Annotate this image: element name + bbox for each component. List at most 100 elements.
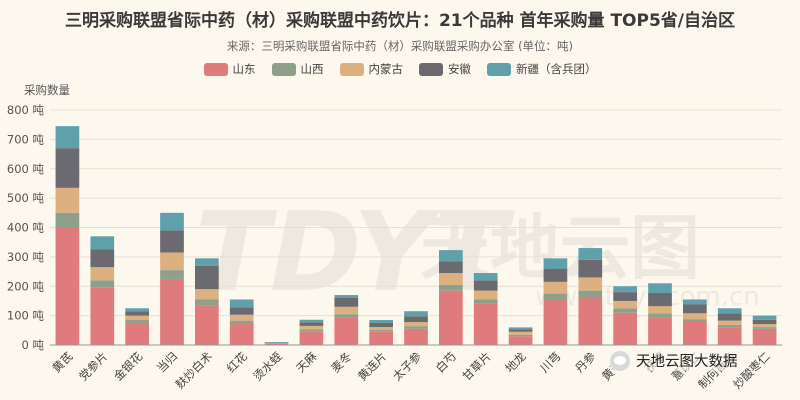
bar-segment[interactable]: [369, 327, 393, 331]
bar-segment[interactable]: [648, 313, 672, 318]
bar-segment[interactable]: [439, 273, 463, 285]
bar-segment[interactable]: [404, 326, 428, 329]
bar-segment[interactable]: [683, 313, 707, 320]
bar-segment[interactable]: [508, 331, 533, 335]
bar-segment[interactable]: [90, 249, 115, 268]
bar-segment[interactable]: [160, 270, 184, 279]
bar-segment[interactable]: [160, 230, 184, 253]
bar-segment[interactable]: [648, 283, 672, 294]
bar-segment[interactable]: [125, 320, 149, 323]
bar-segment[interactable]: [613, 300, 637, 309]
bar-segment[interactable]: [369, 320, 393, 323]
bar-segment[interactable]: [90, 236, 115, 250]
bar-segment[interactable]: [404, 328, 428, 345]
bar-segment[interactable]: [683, 304, 707, 314]
bar-segment[interactable]: [543, 293, 568, 300]
bar-segment[interactable]: [752, 328, 777, 345]
bar-segment[interactable]: [613, 286, 637, 293]
bar-segment[interactable]: [613, 312, 637, 345]
bar-segment[interactable]: [473, 280, 498, 291]
bar-segment[interactable]: [55, 187, 80, 213]
bar-segment[interactable]: [55, 212, 80, 228]
bar-segment[interactable]: [717, 313, 742, 321]
bar-segment[interactable]: [683, 321, 707, 346]
bar-segment[interactable]: [578, 298, 603, 345]
bar-segment[interactable]: [439, 261, 463, 274]
bar-segment[interactable]: [90, 280, 115, 288]
bar-segment[interactable]: [299, 325, 324, 330]
bar-segment[interactable]: [717, 308, 742, 314]
bar-segment[interactable]: [473, 290, 498, 300]
bar-segment[interactable]: [299, 329, 324, 332]
bar-segment[interactable]: [543, 299, 568, 345]
bar-segment[interactable]: [404, 322, 428, 327]
bar-segment[interactable]: [229, 320, 254, 323]
bar-segment[interactable]: [439, 250, 463, 262]
bar-segment[interactable]: [299, 322, 324, 326]
bar-segment[interactable]: [229, 307, 254, 315]
bar-segment[interactable]: [543, 281, 568, 294]
bar-segment[interactable]: [229, 314, 254, 321]
bar-segment[interactable]: [125, 308, 149, 312]
bar-segment[interactable]: [125, 322, 149, 345]
bar-segment[interactable]: [717, 325, 742, 328]
bar-segment[interactable]: [125, 315, 149, 321]
bar-segment[interactable]: [508, 329, 533, 332]
bar-segment[interactable]: [717, 327, 742, 345]
bar-segment[interactable]: [508, 334, 533, 337]
bar-segment[interactable]: [473, 303, 498, 345]
bar-segment[interactable]: [195, 289, 219, 300]
legend-item[interactable]: 安徽: [419, 61, 471, 77]
bar-segment[interactable]: [508, 327, 533, 330]
legend-item[interactable]: 内蒙古: [339, 61, 403, 77]
bar-segment[interactable]: [55, 148, 80, 188]
bar-segment[interactable]: [404, 316, 428, 323]
bar-segment[interactable]: [648, 306, 672, 314]
bar-segment[interactable]: [752, 324, 777, 328]
bar-segment[interactable]: [334, 295, 359, 298]
bar-segment[interactable]: [717, 320, 742, 326]
bar-segment[interactable]: [55, 126, 80, 149]
bar-segment[interactable]: [752, 327, 777, 329]
bar-segment[interactable]: [683, 319, 707, 322]
bar-segment[interactable]: [264, 342, 289, 343]
bar-segment[interactable]: [369, 331, 393, 345]
bar-segment[interactable]: [752, 315, 777, 320]
bar-segment[interactable]: [473, 273, 498, 281]
bar-segment[interactable]: [473, 299, 498, 304]
bar-segment[interactable]: [334, 298, 359, 307]
bar-segment[interactable]: [404, 311, 428, 317]
bar-segment[interactable]: [543, 268, 568, 282]
bar-segment[interactable]: [125, 311, 149, 316]
legend-item[interactable]: 山东: [203, 61, 256, 77]
bar-segment[interactable]: [160, 212, 184, 231]
bar-segment[interactable]: [264, 342, 289, 344]
bar-segment[interactable]: [264, 343, 289, 345]
bar-segment[interactable]: [369, 322, 393, 328]
bar-segment[interactable]: [613, 308, 637, 313]
bar-segment[interactable]: [160, 278, 184, 345]
bar-segment[interactable]: [508, 336, 533, 345]
legend-item[interactable]: 新疆（含兵团）: [487, 61, 597, 77]
bar-segment[interactable]: [90, 267, 115, 281]
bar-segment[interactable]: [683, 299, 707, 305]
bar-segment[interactable]: [160, 252, 184, 271]
bar-segment[interactable]: [195, 265, 219, 290]
bar-segment[interactable]: [55, 227, 80, 346]
bar-segment[interactable]: [299, 331, 324, 345]
bar-segment[interactable]: [229, 322, 254, 345]
legend-item[interactable]: 山西: [271, 61, 324, 77]
bar-segment[interactable]: [229, 299, 254, 308]
bar-segment[interactable]: [752, 319, 777, 325]
bar-segment[interactable]: [578, 248, 603, 260]
bar-segment[interactable]: [195, 305, 219, 345]
bar-segment[interactable]: [578, 259, 603, 278]
bar-segment[interactable]: [648, 317, 672, 345]
bar-segment[interactable]: [195, 299, 219, 306]
bar-segment[interactable]: [195, 258, 219, 266]
bar-segment[interactable]: [543, 258, 568, 269]
bar-segment[interactable]: [578, 277, 603, 291]
bar-segment[interactable]: [369, 330, 393, 332]
bar-segment[interactable]: [334, 306, 359, 315]
bar-segment[interactable]: [613, 292, 637, 301]
